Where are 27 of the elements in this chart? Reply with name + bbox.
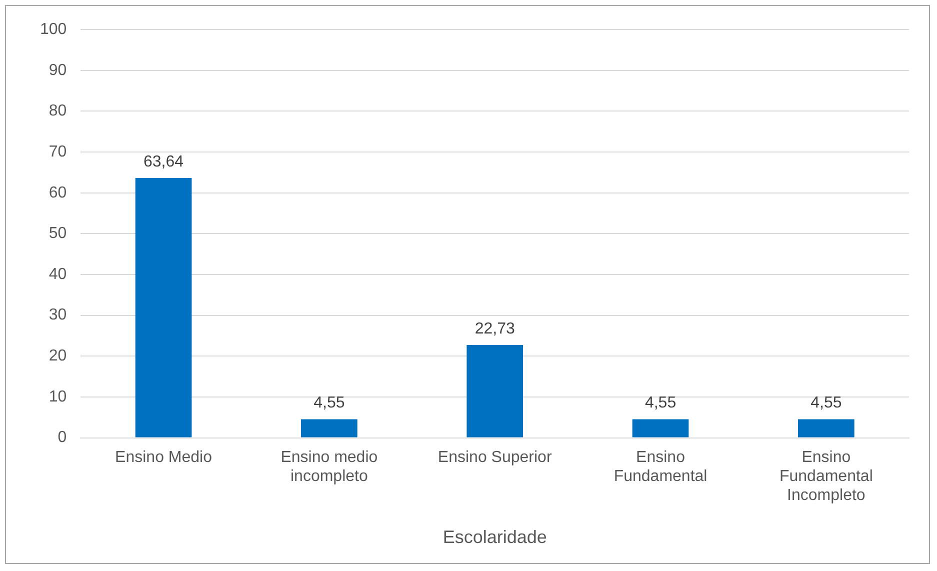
y-tick-label: 100 — [40, 21, 67, 38]
y-tick-label: 90 — [48, 62, 67, 79]
y-tick-label: 60 — [48, 184, 67, 202]
y-tick-label: 40 — [48, 266, 67, 283]
bar — [135, 178, 192, 438]
y-tick-label: 20 — [48, 348, 67, 365]
y-tick-label: 30 — [48, 306, 67, 324]
bar — [466, 345, 524, 438]
bar — [301, 419, 358, 438]
y-tick-label: 70 — [48, 143, 67, 160]
data-label: 4,55 — [644, 394, 676, 412]
y-tick-label: 80 — [48, 102, 67, 120]
y-tick-label: 50 — [48, 225, 67, 242]
y-tick-label: 0 — [58, 429, 67, 446]
data-label: 63,64 — [144, 153, 184, 170]
x-tick-label: Ensino medio incompleto — [280, 448, 378, 486]
x-tick-label: Ensino Medio — [115, 448, 212, 466]
x-tick-label: Ensino Fundamental — [614, 448, 708, 486]
x-tick-label: Ensino Superior — [438, 448, 552, 466]
y-tick-label: 10 — [48, 388, 67, 406]
x-tick-label: Ensino Fundamental Incompleto — [779, 448, 873, 504]
bar — [798, 419, 854, 438]
data-label: 4,55 — [314, 394, 345, 412]
data-label: 4,55 — [810, 394, 842, 412]
x-axis-title: Escolaridade — [442, 527, 547, 548]
bar — [632, 419, 689, 438]
data-label: 22,73 — [474, 320, 515, 338]
